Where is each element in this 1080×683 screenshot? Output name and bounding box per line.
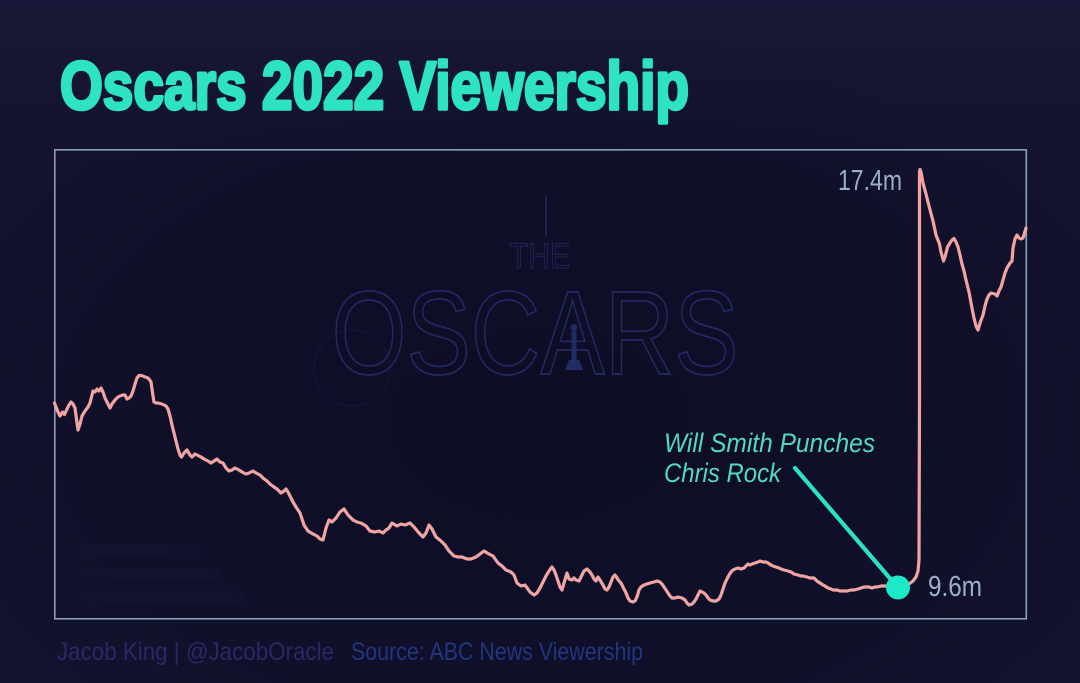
svg-text:Chris Rock: Chris Rock (664, 458, 782, 488)
svg-text:9.6m: 9.6m (928, 571, 982, 603)
svg-text:Source: ABC News Viewership: Source: ABC News Viewership (351, 638, 643, 666)
svg-text:THE: THE (510, 237, 570, 276)
svg-text:Jacob King | @JacobOracle: Jacob King | @JacobOracle (57, 638, 334, 666)
svg-text:17.4m: 17.4m (838, 165, 902, 197)
svg-text:OSCARS: OSCARS (332, 267, 739, 400)
svg-text:Will Smith Punches: Will Smith Punches (664, 428, 875, 458)
svg-text:Oscars 2022 Viewership: Oscars 2022 Viewership (60, 48, 689, 124)
